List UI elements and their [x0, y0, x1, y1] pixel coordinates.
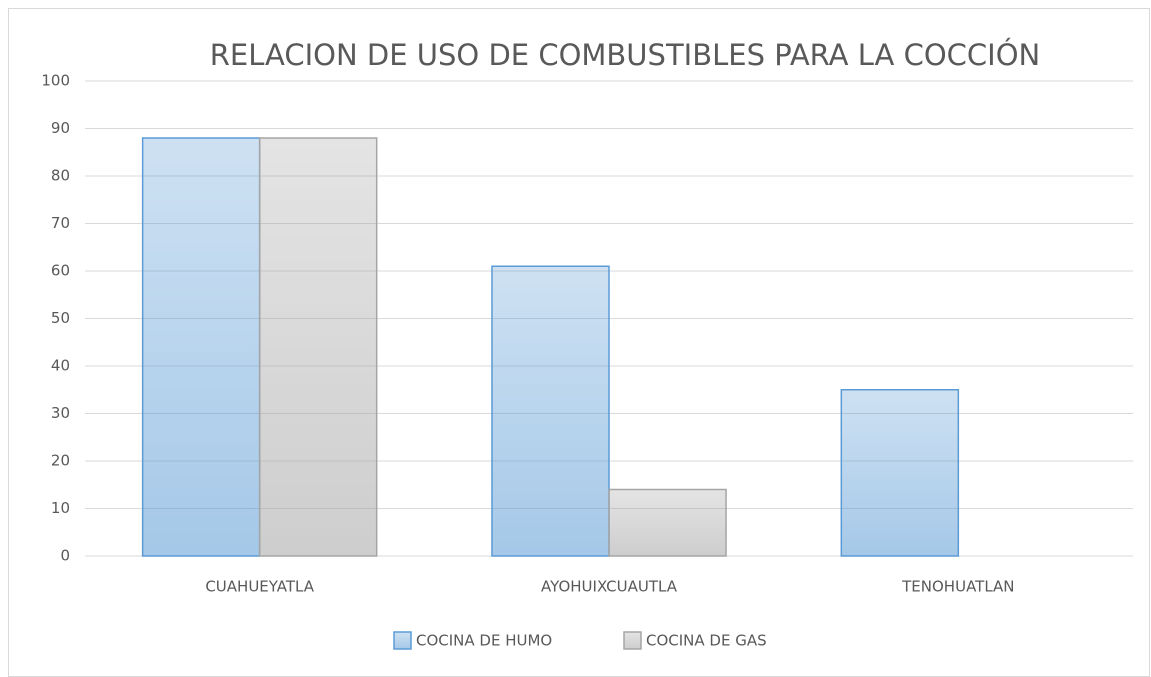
chart-title: RELACION DE USO DE COMBUSTIBLES PARA LA …: [210, 38, 1041, 72]
legend-label: COCINA DE GAS: [646, 632, 767, 650]
x-tick-label: TENOHUATLAN: [901, 578, 1014, 596]
y-tick-label: 10: [51, 499, 70, 517]
bar: [840, 389, 960, 557]
y-tick-label: 80: [51, 167, 70, 185]
y-tick-label: 30: [51, 404, 70, 422]
bar: [608, 488, 727, 557]
bar: [141, 137, 261, 557]
y-tick-label: 50: [51, 309, 70, 327]
bar: [258, 137, 378, 557]
y-tick-label: 90: [51, 119, 70, 137]
legend-swatch: [623, 631, 642, 650]
y-tick-label: 60: [51, 262, 70, 280]
x-tick-label: CUAHUEYATLA: [205, 578, 314, 596]
y-tick-label: 100: [41, 72, 70, 90]
x-tick-label: AYOHUIXCUAUTLA: [541, 578, 678, 596]
y-tick-label: 0: [60, 547, 70, 565]
y-tick-label: 70: [51, 214, 70, 232]
bar: [491, 265, 610, 557]
legend-label: COCINA DE HUMO: [416, 632, 552, 650]
y-tick-label: 20: [51, 452, 70, 470]
y-tick-label: 40: [51, 357, 70, 375]
legend-swatch: [393, 631, 412, 650]
